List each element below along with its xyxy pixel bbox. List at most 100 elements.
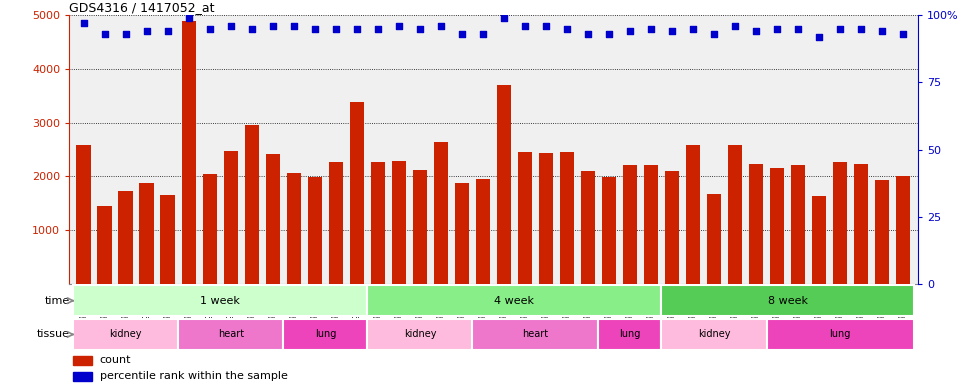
Bar — [371, 162, 385, 284]
Point — [97, 31, 112, 37]
Bar — [661, 319, 766, 350]
Point — [539, 23, 554, 29]
Bar — [472, 319, 598, 350]
Point — [749, 28, 764, 35]
Point — [433, 23, 448, 29]
Bar — [203, 174, 217, 284]
Text: GDS4316 / 1417052_at: GDS4316 / 1417052_at — [69, 1, 215, 14]
Bar — [707, 194, 721, 284]
Point — [328, 26, 344, 32]
Point — [622, 28, 637, 35]
Point — [412, 26, 427, 32]
Bar — [283, 319, 368, 350]
Point — [560, 26, 575, 32]
Bar — [73, 319, 179, 350]
Point — [475, 31, 491, 37]
Bar — [766, 319, 914, 350]
Text: 4 week: 4 week — [494, 296, 535, 306]
Bar — [685, 145, 701, 284]
Point — [371, 26, 386, 32]
Bar — [598, 319, 661, 350]
Bar — [643, 165, 659, 284]
Bar — [98, 206, 112, 284]
Point — [853, 26, 869, 32]
Bar — [160, 195, 175, 284]
Point — [454, 31, 469, 37]
Point — [139, 28, 155, 35]
Point — [643, 26, 659, 32]
Point — [349, 26, 365, 32]
Bar — [413, 170, 427, 284]
Text: kidney: kidney — [109, 329, 142, 339]
Point — [181, 15, 197, 21]
Text: kidney: kidney — [698, 329, 731, 339]
Point — [496, 15, 512, 21]
Text: lung: lung — [619, 329, 640, 339]
Text: 1 week: 1 week — [201, 296, 240, 306]
Bar — [581, 171, 595, 284]
Point — [203, 26, 218, 32]
Bar — [349, 102, 364, 284]
Bar — [661, 285, 914, 316]
Bar — [728, 145, 742, 284]
Bar — [832, 162, 848, 284]
Bar — [179, 319, 283, 350]
Point — [707, 31, 722, 37]
Text: kidney: kidney — [403, 329, 436, 339]
Text: heart: heart — [522, 329, 548, 339]
Point — [286, 23, 301, 29]
Bar — [328, 162, 344, 284]
Bar — [434, 142, 448, 284]
Bar — [749, 164, 763, 284]
Point — [790, 26, 805, 32]
Bar — [368, 319, 472, 350]
Bar — [623, 165, 637, 284]
Text: lung: lung — [315, 329, 336, 339]
Point — [160, 28, 176, 35]
Text: count: count — [100, 356, 132, 366]
Text: heart: heart — [218, 329, 244, 339]
Bar — [475, 179, 491, 284]
Point — [875, 28, 890, 35]
Point — [601, 31, 616, 37]
Bar — [73, 356, 92, 365]
Bar — [517, 152, 532, 284]
Bar — [770, 168, 784, 284]
Text: lung: lung — [829, 329, 851, 339]
Text: time: time — [44, 296, 69, 306]
Text: 8 week: 8 week — [768, 296, 807, 306]
Text: percentile rank within the sample: percentile rank within the sample — [100, 371, 288, 381]
Bar — [853, 164, 869, 284]
Bar — [139, 183, 155, 284]
Point — [896, 31, 911, 37]
Point — [580, 31, 595, 37]
Point — [517, 23, 533, 29]
Bar — [791, 165, 805, 284]
Point — [223, 23, 238, 29]
Bar — [664, 171, 680, 284]
Point — [811, 34, 827, 40]
Bar — [181, 21, 196, 284]
Bar — [560, 152, 574, 284]
Bar — [455, 184, 469, 284]
Bar — [73, 372, 92, 381]
Point — [307, 26, 323, 32]
Bar — [602, 177, 616, 284]
Bar — [875, 180, 889, 284]
Bar — [811, 196, 827, 284]
Text: tissue: tissue — [36, 329, 69, 339]
Point — [265, 23, 280, 29]
Bar — [539, 153, 553, 284]
Bar — [118, 192, 133, 284]
Bar — [368, 285, 661, 316]
Point — [685, 26, 701, 32]
Point — [392, 23, 407, 29]
Bar — [245, 125, 259, 284]
Bar — [896, 176, 910, 284]
Bar — [496, 85, 512, 284]
Point — [664, 28, 680, 35]
Bar — [286, 173, 301, 284]
Point — [728, 23, 743, 29]
Bar — [224, 151, 238, 284]
Bar — [266, 154, 280, 284]
